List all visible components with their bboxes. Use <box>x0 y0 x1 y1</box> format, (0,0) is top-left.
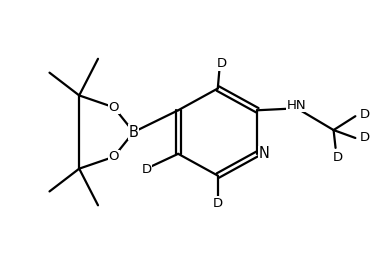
Text: D: D <box>360 108 370 121</box>
Text: HN: HN <box>287 99 307 112</box>
Text: O: O <box>109 101 119 114</box>
Text: B: B <box>129 124 138 140</box>
Text: D: D <box>213 197 223 210</box>
Text: D: D <box>142 163 152 176</box>
Text: D: D <box>217 57 227 70</box>
Text: D: D <box>360 132 370 144</box>
Text: O: O <box>109 150 119 163</box>
Text: N: N <box>259 146 270 161</box>
Text: D: D <box>332 151 343 164</box>
